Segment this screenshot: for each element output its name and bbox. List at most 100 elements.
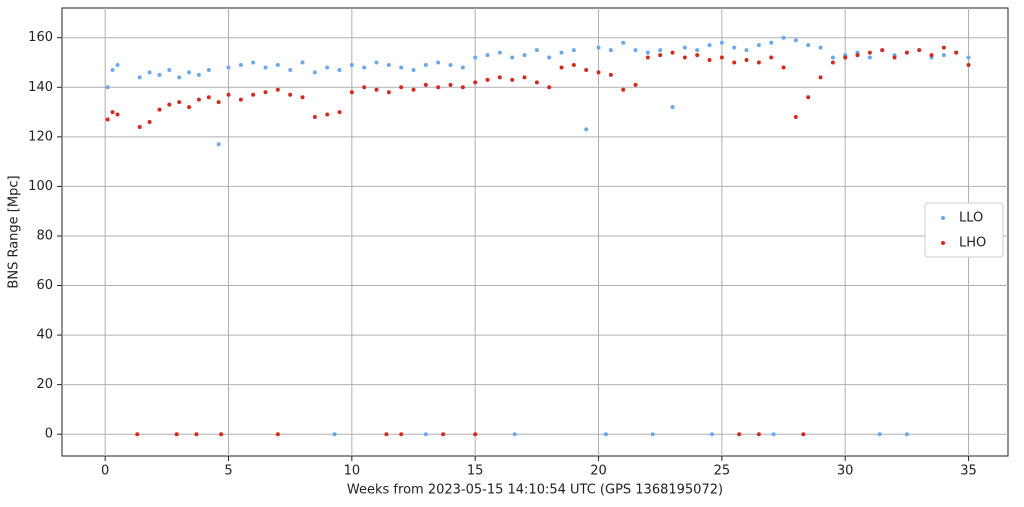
point bbox=[781, 35, 786, 40]
point bbox=[460, 65, 465, 70]
x-tick-label: 20 bbox=[590, 464, 607, 479]
point bbox=[793, 115, 798, 120]
point bbox=[584, 67, 589, 72]
point bbox=[332, 432, 337, 437]
point bbox=[670, 50, 675, 55]
y-tick-label: 100 bbox=[28, 179, 53, 194]
point bbox=[695, 53, 700, 58]
y-tick-label: 60 bbox=[36, 278, 53, 293]
point bbox=[719, 55, 724, 60]
point bbox=[226, 65, 231, 70]
point bbox=[880, 48, 885, 53]
y-tick-label: 140 bbox=[28, 80, 53, 95]
point bbox=[608, 48, 613, 53]
point bbox=[115, 62, 120, 67]
point bbox=[695, 48, 700, 53]
point bbox=[460, 85, 465, 90]
point bbox=[904, 432, 909, 437]
point bbox=[737, 432, 742, 437]
point bbox=[325, 112, 330, 117]
point bbox=[147, 119, 152, 124]
legend-label: LHO bbox=[959, 236, 986, 251]
point bbox=[941, 45, 946, 50]
point bbox=[818, 75, 823, 80]
legend-marker bbox=[941, 241, 945, 245]
point bbox=[263, 90, 268, 95]
y-axis-label: BNS Range [Mpc] bbox=[7, 175, 22, 288]
point bbox=[110, 110, 115, 115]
point bbox=[744, 48, 749, 53]
x-tick-label: 25 bbox=[714, 464, 731, 479]
point bbox=[206, 67, 211, 72]
y-tick-label: 20 bbox=[36, 377, 53, 392]
point bbox=[801, 432, 806, 437]
point bbox=[473, 80, 478, 85]
point bbox=[275, 87, 280, 92]
point bbox=[174, 432, 179, 437]
point bbox=[559, 50, 564, 55]
point bbox=[596, 70, 601, 75]
point bbox=[877, 432, 882, 437]
point bbox=[485, 77, 490, 82]
plot-frame bbox=[61, 7, 1009, 457]
point bbox=[411, 67, 416, 72]
x-axis-label: Weeks from 2023-05-15 14:10:54 UTC (GPS … bbox=[347, 483, 723, 498]
point bbox=[238, 97, 243, 102]
point bbox=[756, 60, 761, 65]
point bbox=[275, 432, 280, 437]
point bbox=[423, 432, 428, 437]
point bbox=[584, 127, 589, 132]
y-tick-label: 120 bbox=[28, 129, 53, 144]
point bbox=[411, 87, 416, 92]
point bbox=[399, 65, 404, 70]
point bbox=[682, 55, 687, 60]
point bbox=[658, 48, 663, 53]
point bbox=[806, 95, 811, 100]
point bbox=[374, 60, 379, 65]
x-tick-label: 35 bbox=[960, 464, 977, 479]
x-tick-label: 0 bbox=[101, 464, 109, 479]
point bbox=[473, 55, 478, 60]
point bbox=[448, 62, 453, 67]
point bbox=[510, 77, 515, 82]
point bbox=[251, 92, 256, 97]
y-tick-label: 160 bbox=[28, 30, 53, 45]
point bbox=[238, 62, 243, 67]
point bbox=[707, 58, 712, 63]
point bbox=[719, 40, 724, 45]
point bbox=[670, 105, 675, 110]
point bbox=[300, 60, 305, 65]
point bbox=[325, 65, 330, 70]
point bbox=[658, 53, 663, 58]
point bbox=[917, 48, 922, 53]
point bbox=[441, 432, 446, 437]
x-tick-label: 10 bbox=[344, 464, 361, 479]
point bbox=[929, 53, 934, 58]
point bbox=[216, 100, 221, 105]
point bbox=[362, 65, 367, 70]
point bbox=[423, 62, 428, 67]
point bbox=[608, 72, 613, 77]
point bbox=[830, 55, 835, 60]
point bbox=[966, 62, 971, 67]
point bbox=[830, 60, 835, 65]
point bbox=[399, 85, 404, 90]
point bbox=[300, 95, 305, 100]
point bbox=[275, 62, 280, 67]
point bbox=[436, 85, 441, 90]
y-tick-label: 0 bbox=[45, 427, 53, 442]
point bbox=[603, 432, 608, 437]
point bbox=[806, 43, 811, 48]
point bbox=[362, 85, 367, 90]
point bbox=[337, 67, 342, 72]
point bbox=[534, 80, 539, 85]
x-tick-label: 5 bbox=[224, 464, 232, 479]
point bbox=[399, 432, 404, 437]
point bbox=[187, 105, 192, 110]
point bbox=[855, 53, 860, 58]
point bbox=[448, 82, 453, 87]
point bbox=[645, 55, 650, 60]
point bbox=[954, 50, 959, 55]
point bbox=[423, 82, 428, 87]
